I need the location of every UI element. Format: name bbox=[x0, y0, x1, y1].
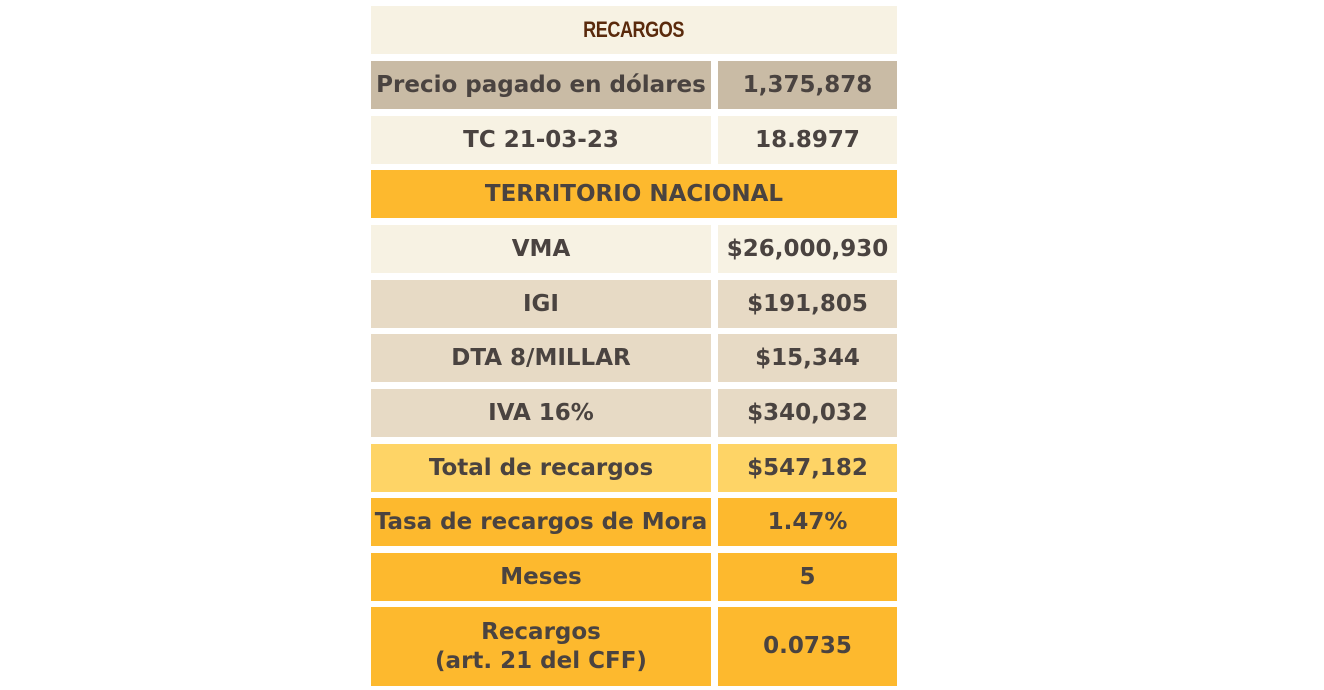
igi-value: $191,805 bbox=[718, 280, 897, 328]
meses-value: 5 bbox=[718, 553, 897, 601]
iva-value: $340,032 bbox=[718, 389, 897, 437]
recargos-label-line2: (art. 21 del CFF) bbox=[435, 647, 647, 674]
precio-value: 1,375,878 bbox=[718, 61, 897, 109]
dta-value: $15,344 bbox=[718, 334, 897, 382]
recargos-label-line1: Recargos bbox=[481, 618, 601, 645]
vma-value: $26,000,930 bbox=[718, 225, 897, 273]
section-header: TERRITORIO NACIONAL bbox=[371, 170, 897, 218]
tc-label: TC 21-03-23 bbox=[371, 116, 711, 164]
mora-label: Tasa de recargos de Mora bbox=[371, 498, 711, 546]
table-title: RECARGOS bbox=[371, 6, 897, 54]
total-value: $547,182 bbox=[718, 444, 897, 492]
precio-label: Precio pagado en dólares bbox=[371, 61, 711, 109]
igi-label: IGI bbox=[371, 280, 711, 328]
recargos-label: Recargos (art. 21 del CFF) bbox=[371, 607, 711, 686]
total-label: Total de recargos bbox=[371, 444, 711, 492]
recargos-value: 0.0735 bbox=[718, 607, 897, 686]
vma-label: VMA bbox=[371, 225, 711, 273]
tc-value: 18.8977 bbox=[718, 116, 897, 164]
mora-value: 1.47% bbox=[718, 498, 897, 546]
dta-label: DTA 8/MILLAR bbox=[371, 334, 711, 382]
iva-label: IVA 16% bbox=[371, 389, 711, 437]
meses-label: Meses bbox=[371, 553, 711, 601]
